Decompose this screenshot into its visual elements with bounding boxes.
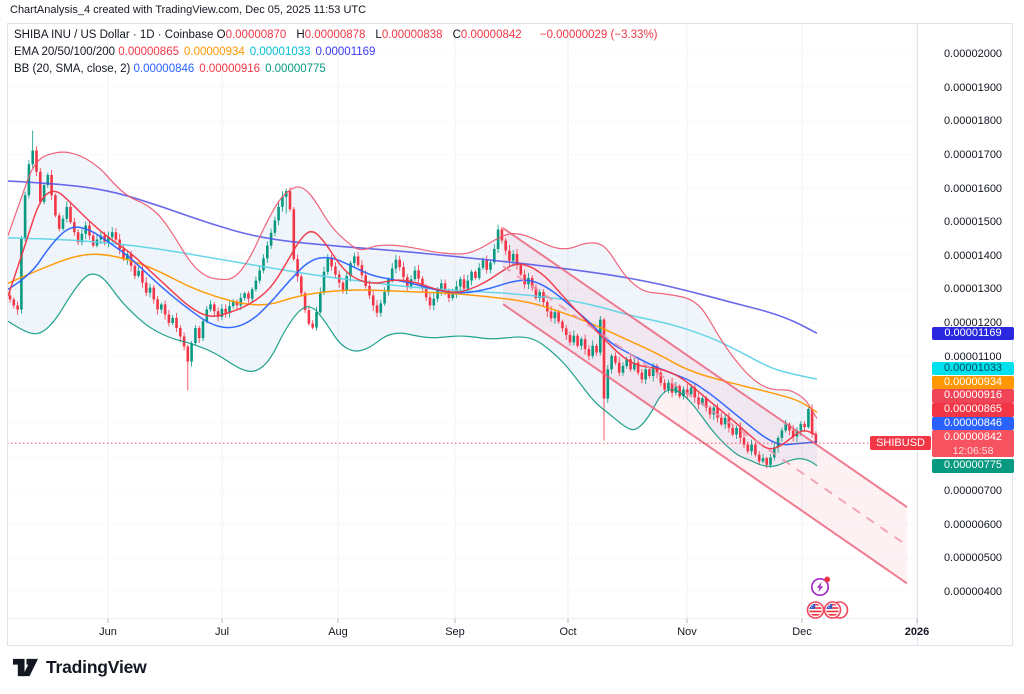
time-axis-label: Jul [214,626,230,638]
bb-value: 0.00000846 [133,63,195,75]
tradingview-logo-text: TradingView [46,657,147,677]
ema-200-badge: 0.00001169 [932,326,1014,341]
bb-basis-badge: 0.00000846 [932,416,1014,431]
price-axis-label: 0.00000600 [943,518,1003,531]
ohlc-item: L0.00000838 [375,29,447,41]
badge-price-text: 0.00000916 [943,389,1003,402]
legend-ema-row[interactable]: EMA 20/50/100/200 0.00000865 0.00000934 0.… [14,44,668,61]
ema-20-line [7,190,818,450]
ema-value: 0.00001033 [249,46,311,58]
ema-50-badge: 0.00000934 [932,375,1014,390]
bollinger-basis-line [7,226,818,446]
ohlc-key: L [375,29,382,41]
ohlc-value: 0.00000838 [381,29,443,41]
price-axis-label: 0.00001800 [943,115,1003,128]
bb-label[interactable]: BB (20, SMA, close, 2) [14,63,131,75]
price-axis-label: 0.00001200 [943,316,1003,329]
channel-top-line[interactable] [502,227,908,508]
badge-countdown-text: 12:06:58 [952,444,994,457]
price-axis-label: 0.00001900 [943,81,1003,94]
price-axis-label: 0.00001100 [944,350,1002,363]
change-text: −0.00000029 (−3.33%) [539,29,658,41]
bollinger-fill [8,150,817,467]
ema-label[interactable]: EMA 20/50/100/200 [14,46,116,58]
ohlc-key: H [296,29,305,41]
legend-bb-row[interactable]: BB (20, SMA, close, 2) 0.00000846 0.00000… [14,61,668,78]
time-axis-label: Dec [792,626,812,638]
badge-price-text: 0.00001169 [944,326,1002,339]
channel-bottom-line[interactable] [502,303,908,585]
time-axis-label: Jun [99,626,117,638]
time-axis-label: Oct [559,626,577,638]
badge-price-text: 0.00000842 [943,431,1003,444]
ema-value: 0.00001169 [315,46,376,58]
price-axis-label: 0.00000700 [943,485,1003,497]
event-icons[interactable] [808,576,849,619]
price-axis-label: 0.00001700 [943,148,1003,161]
ema-values: 0.00000865 0.00000934 0.00001033 0.00001169 [118,46,380,58]
bb-value: 0.00000775 [265,63,326,75]
ohlc-value: 0.00000870 [225,29,287,41]
price-axis-label: 0.00000500 [943,552,1003,565]
bb-upper-badge: 0.00000916 [932,389,1014,403]
legend: SHIBA INU / US Dollar · 1D · Coinbase O0… [14,27,668,78]
ema-100-badge: 0.00001033 [932,361,1014,376]
change-value: −0.00000029 (−3.33%) [540,29,663,41]
symbol-price-label: SHIBUSD [870,436,931,451]
ohlc-item: O0.00000870 [217,29,292,41]
bollinger-upper-line [7,151,818,419]
badge-price-text: 0.00001033 [943,361,1003,374]
time-axis-label: Aug [328,626,348,638]
price-axis-label: 0.00001600 [943,182,1003,195]
ohlc-key: O [216,29,226,41]
ema-value: 0.00000865 [118,46,179,58]
bb-value: 0.00000916 [199,63,261,75]
badge-price-text: 0.00000865 [943,403,1003,416]
ohlc-value: 0.00000878 [304,29,366,41]
chart-header-title: ChartAnalysis_4 created with TradingView… [10,4,367,16]
price-axis-label: 0.00001400 [943,249,1003,262]
ema-value: 0.00000934 [184,46,245,58]
channel-middle-line[interactable] [502,265,908,547]
price-axis-label: 0.00002000 [943,48,1003,60]
ohlc-key: C [452,29,461,41]
time-axis-label: 2026 [904,626,930,638]
current-price-badge: 0.00000842 12:06:58 [932,430,1014,458]
ohlc-item: H0.00000878 [296,29,370,41]
footer: TradingView [0,647,1024,694]
candles [8,130,818,469]
legend-symbol-row[interactable]: SHIBA INU / US Dollar · 1D · Coinbase O0… [14,27,668,44]
badge-price-text: 0.00000846 [943,416,1003,429]
bb-lower-badge: 0.00000775 [932,459,1014,473]
tradingview-logo-mark [13,658,38,677]
ema-200-line [7,180,818,335]
badge-price-text: 0.00000934 [943,375,1003,388]
time-axis-label: Sep [445,626,465,638]
ohlc-values: O0.00000870 H0.00000878 L0.00000838 C0.0000… [217,29,532,41]
price-axis-label: 0.00000400 [943,585,1003,598]
ohlc-item: C0.00000842 [453,29,527,41]
us-economic-event-icon[interactable] [808,601,849,619]
badge-price-text: 0.00000775 [943,459,1003,472]
tradingview-logo[interactable]: TradingView [12,655,147,680]
time-axis-label: Nov [677,626,697,638]
bollinger-lower-line [7,273,818,467]
price-axis-label: 0.00001500 [943,216,1003,229]
bb-values: 0.00000846 0.00000916 0.00000775 [134,63,331,75]
ema-20-badge: 0.00000865 [932,403,1014,417]
ohlc-value: 0.00000842 [460,29,522,41]
flash-event-icon[interactable] [810,576,831,597]
price-axis-label: 0.00001300 [943,283,1003,296]
symbol-title[interactable]: SHIBA INU / US Dollar · 1D · Coinbase [14,29,214,41]
